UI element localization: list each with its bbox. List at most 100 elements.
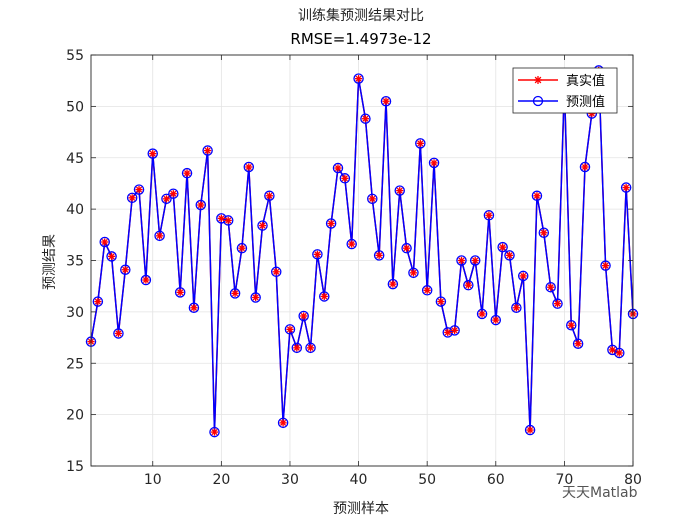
data-point-pred	[243, 161, 255, 173]
data-point-pred	[92, 296, 104, 307]
y-axis-label: 预测结果	[42, 234, 58, 290]
data-point-true	[217, 214, 225, 222]
data-point-pred	[332, 162, 344, 174]
data-point-pred	[291, 342, 303, 354]
data-point-true	[293, 344, 301, 352]
data-point-pred	[463, 279, 474, 291]
data-point-true	[402, 244, 411, 252]
data-point-pred	[195, 199, 207, 211]
x-tick-label: 50	[418, 472, 436, 488]
y-tick-label: 35	[66, 254, 84, 270]
data-point-true	[306, 344, 315, 352]
data-point-true	[348, 240, 356, 248]
data-point-true	[492, 316, 500, 324]
data-point-pred	[401, 242, 412, 254]
data-point-true	[608, 346, 617, 354]
data-point-true	[169, 190, 177, 198]
data-point-pred	[476, 308, 488, 320]
data-point-true	[300, 312, 308, 320]
data-point-pred	[517, 270, 529, 282]
data-point-pred	[579, 161, 591, 173]
data-point-pred	[168, 188, 179, 199]
data-point-true	[437, 298, 445, 306]
y-tick-label: 20	[66, 408, 84, 424]
data-point-true	[430, 159, 438, 167]
data-point-pred	[524, 424, 536, 436]
y-tick-label: 30	[66, 305, 84, 321]
data-point-pred	[373, 250, 385, 261]
data-point-true	[389, 280, 397, 288]
x-tick-label: 20	[212, 472, 230, 488]
chart-title: 训练集预测结果对比	[298, 7, 424, 24]
data-point-true	[176, 288, 184, 296]
data-point-pred	[126, 192, 138, 204]
data-point-true	[190, 304, 198, 312]
data-point-true	[252, 293, 260, 302]
legend-asterisk	[534, 76, 542, 84]
data-point-true	[197, 201, 205, 209]
legend-label-true: 真实值	[566, 73, 605, 89]
legend-marker-true	[534, 76, 542, 84]
data-point-pred	[456, 255, 467, 266]
data-point-true	[258, 221, 267, 230]
data-point-true	[368, 195, 376, 203]
data-point-true	[471, 256, 479, 265]
x-axis-label: 预测样本	[333, 501, 389, 517]
y-tick-label: 45	[66, 151, 84, 167]
x-tick-label: 80	[624, 472, 642, 488]
data-point-true	[375, 251, 383, 259]
data-point-pred	[264, 190, 275, 202]
y-tick-label: 55	[66, 48, 84, 64]
data-point-true	[156, 232, 164, 240]
data-point-pred	[538, 227, 550, 239]
data-point-pred	[209, 426, 220, 438]
data-point-pred	[188, 302, 200, 314]
data-point-pred	[319, 291, 330, 302]
data-point-true	[409, 269, 418, 277]
data-point-true	[341, 174, 349, 182]
data-point-pred	[511, 302, 522, 314]
data-point-pred	[469, 255, 481, 266]
legend: 真实值 预测值	[512, 67, 618, 114]
y-tick-label: 15	[66, 459, 84, 475]
data-point-true	[615, 349, 623, 357]
data-point-true	[499, 243, 507, 251]
data-point-true	[354, 75, 363, 83]
data-point-true	[457, 256, 466, 265]
data-point-pred	[504, 250, 515, 261]
data-point-true	[567, 321, 575, 329]
data-point-true	[204, 146, 212, 155]
data-point-true	[519, 272, 527, 280]
data-point-true	[485, 211, 493, 219]
data-point-pred	[181, 167, 193, 179]
x-tick-label: 40	[350, 472, 368, 488]
data-point-true	[272, 268, 280, 276]
data-point-true	[396, 187, 404, 195]
data-point-true	[423, 286, 431, 294]
data-point-pred	[257, 220, 268, 231]
data-point-pred	[387, 278, 399, 290]
data-point-pred	[106, 251, 117, 262]
data-point-true	[128, 194, 136, 202]
data-point-pred	[133, 184, 145, 195]
data-point-pred	[325, 218, 337, 229]
data-point-true	[327, 219, 335, 228]
series-line-pred	[90, 70, 634, 433]
data-point-pred	[552, 298, 563, 309]
data-point-pred	[339, 173, 351, 184]
data-point-pred	[435, 296, 447, 307]
data-point-true	[512, 304, 520, 312]
data-point-pred	[284, 324, 296, 335]
data-point-true	[382, 97, 390, 105]
data-point-pred	[566, 319, 577, 331]
data-point-true	[162, 195, 171, 203]
data-point-true	[265, 192, 273, 200]
data-point-pred	[483, 210, 495, 221]
data-point-true	[142, 276, 150, 284]
y-tick-label: 25	[66, 356, 84, 372]
chart-subtitle: RMSE=1.4973e-12	[290, 30, 431, 48]
data-point-true	[101, 238, 109, 246]
data-point-true	[224, 216, 232, 225]
data-point-true	[279, 419, 287, 427]
